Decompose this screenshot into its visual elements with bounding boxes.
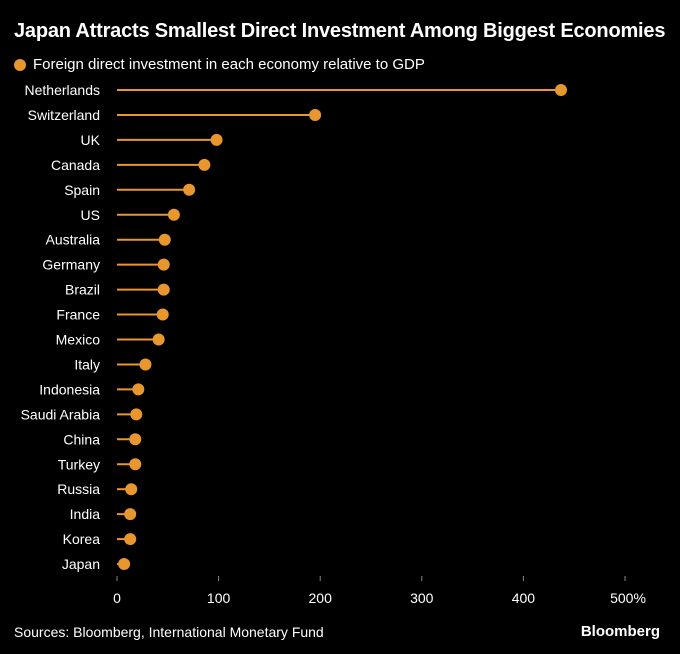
lollipop-point [124,508,137,521]
x-tick-label: 400 [512,590,536,606]
x-tick-label: 200 [309,590,333,606]
category-label: Germany [42,257,100,273]
legend: Foreign direct investment in each econom… [14,56,425,73]
category-label: Canada [51,157,100,173]
lollipop-point [130,408,143,421]
lollipop-point [183,183,196,196]
category-label: Netherlands [25,82,101,98]
category-label: Australia [46,232,101,248]
lollipop-point [157,258,170,271]
lollipop-point [157,283,170,296]
brand-logo: Bloomberg [580,623,660,640]
x-tick-label: 0 [113,590,121,606]
lollipop-point [132,383,145,396]
source-note: Sources: Bloomberg, International Moneta… [14,624,324,640]
category-label: Switzerland [28,107,100,123]
category-label: Saudi Arabia [21,406,101,422]
lollipop-point [152,333,165,346]
category-label: Korea [63,531,101,547]
lollipop-point [118,558,131,571]
category-label: US [81,207,100,223]
lollipop-point [124,533,137,546]
legend-label: Foreign direct investment in each econom… [33,56,425,73]
lollipop-point [309,108,322,121]
lollipop-point [125,483,138,496]
category-label: France [56,307,100,323]
legend-marker [14,58,26,71]
lollipop-point [198,158,211,171]
lollipop-point [167,208,180,221]
category-label: Russia [57,481,100,497]
x-tick-label: 100 [207,590,231,606]
lollipop-point [139,358,152,371]
lollipop-point [129,458,142,471]
category-label: China [63,431,100,447]
chart-title: Japan Attracts Smallest Direct Investmen… [14,20,666,42]
category-label: Turkey [58,456,100,472]
x-tick-label: 300 [410,590,434,606]
lollipop-point [554,84,567,96]
category-label: Spain [64,182,100,198]
category-label: India [70,506,101,522]
x-tick-label: 500% [610,590,646,606]
category-label: Mexico [56,332,101,348]
lollipop-point [158,233,171,246]
lollipop-point [156,308,169,321]
category-label: Indonesia [39,381,100,397]
category-label: Brazil [65,282,100,298]
lollipop-point [210,133,223,146]
category-label: UK [81,132,101,148]
category-label: Japan [62,556,100,572]
lollipop-point [129,433,142,446]
category-label: Italy [74,356,100,372]
